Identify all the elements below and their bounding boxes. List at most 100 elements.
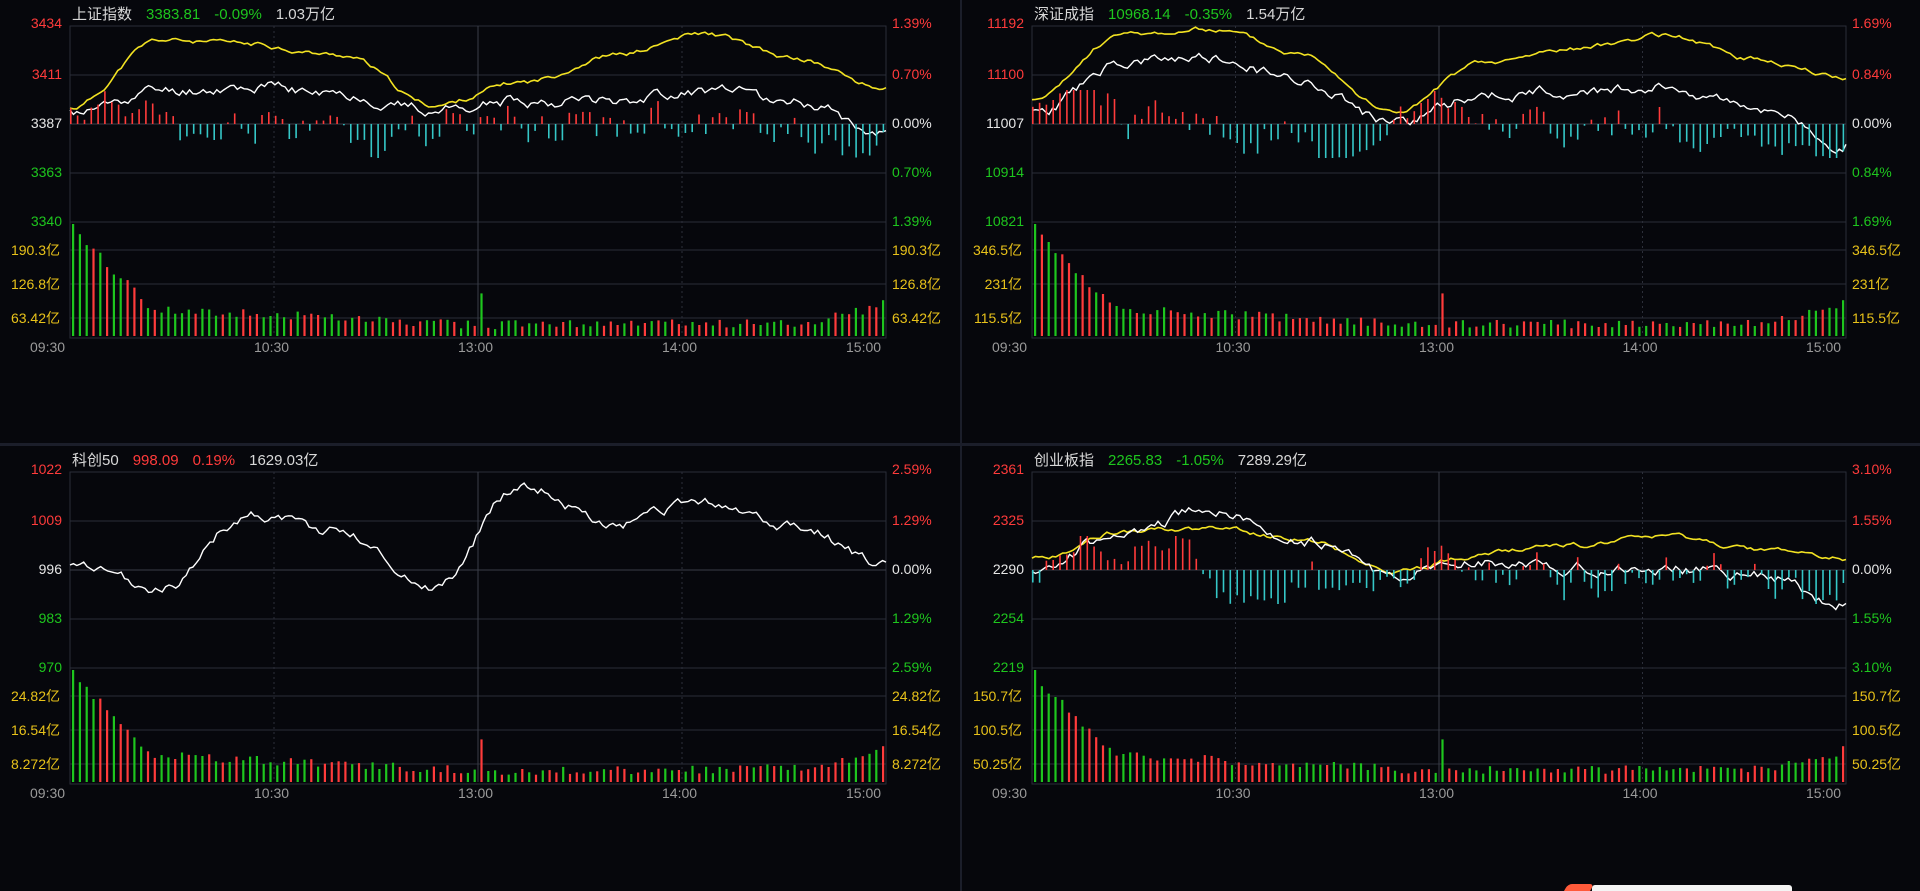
volume-bar bbox=[848, 314, 851, 336]
time-axis-label: 10:30 bbox=[254, 339, 289, 355]
breadth-bar-up bbox=[172, 116, 174, 124]
volume-bar bbox=[1719, 321, 1722, 336]
breadth-bar-down bbox=[664, 124, 666, 129]
breadth-bar-down bbox=[1236, 124, 1238, 143]
volume-bar bbox=[732, 771, 735, 782]
time-axis-label: 14:00 bbox=[662, 339, 697, 355]
breadth-bar-down bbox=[1726, 124, 1729, 129]
breadth-bar-down bbox=[1502, 124, 1504, 132]
volume-bar bbox=[1529, 771, 1532, 782]
breadth-bar-up bbox=[1454, 102, 1456, 124]
volume-bar bbox=[630, 774, 633, 782]
volume-bar bbox=[1332, 762, 1335, 782]
volume-bar bbox=[289, 319, 292, 336]
volume-bar bbox=[1108, 302, 1111, 336]
volume-axis-label-left: 63.42亿 bbox=[11, 310, 60, 326]
volume-bar bbox=[1163, 307, 1166, 336]
volume-axis-label-right: 231亿 bbox=[1852, 276, 1889, 292]
index-change-pct: -0.35% bbox=[1184, 6, 1233, 23]
breadth-bar-down bbox=[1399, 570, 1402, 588]
breadth-bar-down bbox=[1631, 124, 1633, 135]
chart-panel-shenzhen[interactable]: 深证成指 10968.14 -0.35% 1.54万亿 11192 11100 11007 1… bbox=[962, 0, 1920, 443]
price-axis-label-left: 996 bbox=[39, 561, 63, 577]
breadth-bar-down bbox=[418, 124, 420, 137]
breadth-bar-down bbox=[759, 124, 762, 133]
volume-axis-label-left: 150.7亿 bbox=[973, 688, 1022, 704]
breadth-bar-up bbox=[493, 117, 495, 124]
volume-bar bbox=[1298, 767, 1301, 782]
volume-bar bbox=[1713, 326, 1716, 336]
volume-bar bbox=[1543, 323, 1546, 336]
breadth-bar-up bbox=[1072, 552, 1075, 570]
breadth-bar-down bbox=[1604, 570, 1606, 592]
intraday-chart[interactable]: 1022 1009 996 983 970 2.59% 1.29% 0.00% 1.29% 2.5… bbox=[0, 446, 960, 891]
volume-bar bbox=[1475, 326, 1478, 336]
breadth-bar-up bbox=[1100, 105, 1102, 124]
volume-bar bbox=[146, 308, 150, 336]
breadth-bar-up bbox=[1168, 548, 1170, 570]
breadth-bar-up bbox=[1093, 546, 1095, 570]
volume-bar bbox=[582, 773, 585, 782]
breadth-bar-down bbox=[841, 124, 844, 156]
breadth-bar-down bbox=[1767, 124, 1770, 145]
breadth-bar-up bbox=[657, 101, 659, 124]
breadth-bar-down bbox=[199, 124, 202, 135]
breadth-bar-down bbox=[1672, 570, 1674, 581]
volume-axis-label-left: 16.54亿 bbox=[11, 722, 60, 738]
volume-bar bbox=[1624, 765, 1627, 782]
index-price: 10968.14 bbox=[1108, 6, 1171, 23]
breadth-bar-up bbox=[124, 116, 127, 124]
breadth-bar-up bbox=[322, 120, 325, 124]
breadth-bar-up bbox=[718, 113, 721, 124]
chart-panel-chinext[interactable]: 创业板指 2265.83 -1.05% 7289.29亿 2361 2325 2290 225… bbox=[962, 446, 1920, 891]
volume-bar bbox=[1590, 766, 1593, 782]
volume-bar bbox=[1427, 769, 1430, 782]
volume-bar bbox=[1835, 308, 1838, 336]
volume-axis-label-right: 150.7亿 bbox=[1852, 688, 1901, 704]
volume-bar bbox=[412, 326, 415, 336]
volume-bar bbox=[582, 324, 585, 336]
breadth-bar-up bbox=[261, 115, 263, 124]
index-turnover: 1629.03亿 bbox=[249, 452, 319, 469]
breadth-bar-up bbox=[1284, 121, 1286, 124]
volume-bar bbox=[1421, 769, 1424, 782]
volume-bar bbox=[1407, 323, 1410, 336]
chart-panel-shanghai[interactable]: 上证指数 3383.81 -0.09% 1.03万亿 3434 3411 3387 3363 3… bbox=[0, 0, 960, 443]
breadth-bar-up bbox=[1522, 566, 1524, 570]
intraday-chart[interactable]: 2361 2325 2290 2254 2219 3.10% 1.55% 0.00% 1.55%… bbox=[962, 446, 1920, 891]
time-axis-label: 10:30 bbox=[254, 785, 289, 801]
volume-bar bbox=[1427, 325, 1430, 336]
volume-bar bbox=[194, 313, 197, 336]
breadth-bar-down bbox=[1645, 570, 1647, 584]
index-name: 科创50 bbox=[72, 452, 119, 469]
volume-bar bbox=[1339, 764, 1342, 782]
volume-bar bbox=[1828, 758, 1831, 782]
breadth-bar-up bbox=[1052, 560, 1054, 570]
volume-bar bbox=[1794, 762, 1797, 782]
breadth-bar-down bbox=[1038, 570, 1041, 583]
volume-bar bbox=[1088, 728, 1091, 782]
chart-panel-star50[interactable]: 科创50 998.09 0.19% 1629.03亿 1022 1009 996 983 970… bbox=[0, 446, 960, 891]
volume-bar bbox=[412, 771, 415, 782]
panel-header: 上证指数 3383.81 -0.09% 1.03万亿 bbox=[72, 3, 349, 24]
volume-bar bbox=[1353, 324, 1356, 336]
volume-bar bbox=[126, 729, 129, 782]
volume-bar bbox=[1237, 319, 1240, 336]
volume-bar bbox=[262, 317, 265, 336]
price-axis-label-left: 2290 bbox=[993, 561, 1024, 577]
volume-bar bbox=[1814, 759, 1817, 782]
volume-bar bbox=[1156, 760, 1159, 782]
breadth-bar-down bbox=[1461, 570, 1463, 572]
volume-bar bbox=[1550, 320, 1553, 336]
volume-bar bbox=[344, 320, 347, 336]
breadth-bar-down bbox=[561, 124, 564, 141]
volume-bar bbox=[187, 309, 190, 336]
volume-bar bbox=[391, 762, 395, 782]
intraday-chart[interactable]: 11192 11100 11007 10914 10821 1.69% 0.84% 0.00%… bbox=[962, 0, 1920, 443]
breadth-bar-up bbox=[575, 114, 577, 124]
intraday-chart[interactable]: 3434 3411 3387 3363 3340 1.39% 0.70% 0.00% 0.70%… bbox=[0, 0, 960, 443]
breadth-bar-up bbox=[151, 103, 154, 124]
breadth-bar-down bbox=[780, 124, 782, 128]
breadth-bar-down bbox=[1685, 570, 1688, 575]
breadth-bar-down bbox=[1638, 570, 1640, 579]
